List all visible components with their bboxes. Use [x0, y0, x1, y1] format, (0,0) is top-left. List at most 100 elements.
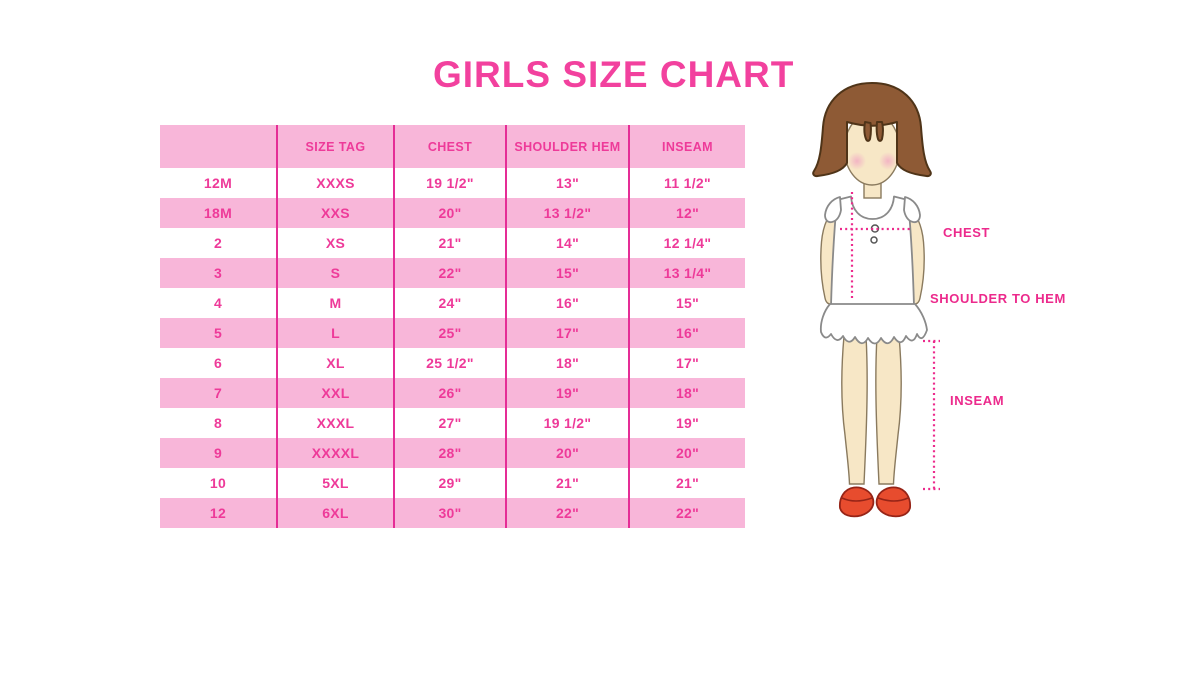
value-cell: 19 1/2" — [395, 168, 507, 198]
column-header: CHEST — [395, 125, 507, 168]
value-cell: 20" — [675, 445, 700, 461]
value-cell: 25 1/2" — [395, 348, 507, 378]
table-row: 2 XS 21" 14" 12 1/4" — [160, 228, 745, 258]
value-cell: 25" — [395, 318, 507, 348]
right-shoe-strap — [877, 497, 909, 502]
chest-label: CHEST — [943, 225, 990, 240]
table-row: 6 XL 25 1/2" 18" 17" — [160, 348, 745, 378]
value-cell: 5XL — [278, 468, 395, 498]
value-cell: XXL — [278, 378, 395, 408]
value-cell: 19" — [507, 378, 630, 408]
size-table: SIZE TAG CHEST SHOULDER HEM INSEAM 12M XXXS 19… — [160, 125, 745, 528]
value-cell: XXXXL — [278, 438, 395, 468]
value-cell: 18" — [507, 348, 630, 378]
size-cell: 9 — [160, 438, 278, 468]
table-row: 9 XXXXL 28" 20" 20" — [160, 438, 745, 468]
left-blush — [848, 152, 866, 170]
value-cell: 28" — [395, 438, 507, 468]
value-cell: M — [278, 288, 395, 318]
size-cell: 10 — [160, 468, 278, 498]
right-blush — [879, 152, 897, 170]
value-cell: 26" — [395, 378, 507, 408]
table-row: 10 5XL 29" 21" 21" — [160, 468, 745, 498]
left-shoe-strap — [841, 497, 873, 502]
size-cell: 7 — [160, 378, 278, 408]
button-bottom — [870, 236, 878, 244]
value-cell: 21" — [395, 228, 507, 258]
size-cell: 12M — [160, 168, 278, 198]
size-cell: 5 — [160, 318, 278, 348]
value-cell: 11 1/2" — [664, 175, 711, 191]
value-cell: 17" — [675, 355, 700, 371]
size-cell: 3 — [160, 258, 278, 288]
table-row: 7 XXL 26" 19" 18" — [160, 378, 745, 408]
table-row: 3 S 22" 15" 13 1/4" — [160, 258, 745, 288]
shoulder-to-hem-label: SHOULDER TO HEM — [930, 291, 1066, 306]
table-header-row: SIZE TAG CHEST SHOULDER HEM INSEAM — [160, 125, 745, 168]
right-sleeve-ruffle — [903, 196, 921, 224]
size-cell: 12 — [160, 498, 278, 528]
value-cell: 21" — [507, 468, 630, 498]
value-cell: 24" — [395, 288, 507, 318]
table-row: 12M XXXS 19 1/2" 13" 11 1/2" — [160, 168, 745, 198]
value-cell: XXXL — [278, 408, 395, 438]
table-row: 18M XXS 20" 13 1/2" 12" — [160, 198, 745, 228]
value-cell: L — [278, 318, 395, 348]
value-cell: 27" — [395, 408, 507, 438]
value-cell: 22" — [507, 498, 630, 528]
value-cell: 13 1/2" — [507, 198, 630, 228]
value-cell: XXXS — [278, 168, 395, 198]
value-cell: 21" — [675, 475, 700, 491]
value-cell: 22" — [675, 505, 700, 521]
right-shoe — [875, 486, 911, 518]
left-sleeve-ruffle — [824, 196, 842, 224]
girl-illustration: CHEST SHOULDER TO HEM INSEAM — [812, 82, 1066, 518]
value-cell: 19 1/2" — [507, 408, 630, 438]
value-cell: 13" — [507, 168, 630, 198]
size-cell: 2 — [160, 228, 278, 258]
skirt — [819, 303, 928, 345]
right-leg — [875, 335, 902, 485]
column-header: INSEAM — [661, 139, 713, 154]
table-row: 4 M 24" 16" 15" — [160, 288, 745, 318]
left-shoe — [839, 486, 875, 518]
value-cell: 20" — [395, 198, 507, 228]
value-cell: 16" — [507, 288, 630, 318]
hair — [812, 82, 932, 178]
size-cell: 6 — [160, 348, 278, 378]
value-cell: 18" — [675, 385, 700, 401]
size-cell: 18M — [160, 198, 278, 228]
inseam-label: INSEAM — [950, 393, 1004, 408]
value-cell: 19" — [675, 415, 700, 431]
bang-strand-right — [875, 121, 884, 142]
table-row: 12 6XL 30" 22" 22" — [160, 498, 745, 528]
value-cell: 12" — [675, 205, 700, 221]
value-cell: 14" — [507, 228, 630, 258]
value-cell: 29" — [395, 468, 507, 498]
value-cell: 16" — [675, 325, 700, 341]
left-leg — [841, 335, 868, 485]
bang-strand-left — [863, 121, 872, 142]
corner-cell — [160, 125, 278, 168]
value-cell: 13 1/4" — [663, 265, 712, 281]
column-header: SIZE TAG — [278, 125, 395, 168]
value-cell: 17" — [507, 318, 630, 348]
blouse — [830, 195, 915, 307]
column-header: SHOULDER HEM — [507, 125, 630, 168]
value-cell: XXS — [278, 198, 395, 228]
value-cell: 22" — [395, 258, 507, 288]
value-cell: XL — [278, 348, 395, 378]
value-cell: 20" — [507, 438, 630, 468]
value-cell: 15" — [507, 258, 630, 288]
value-cell: XS — [278, 228, 395, 258]
page-title: GIRLS SIZE CHART — [433, 54, 795, 95]
value-cell: 30" — [395, 498, 507, 528]
value-cell: S — [278, 258, 395, 288]
value-cell: 15" — [675, 295, 700, 311]
size-cell: 8 — [160, 408, 278, 438]
value-cell: 12 1/4" — [663, 235, 712, 251]
value-cell: 6XL — [278, 498, 395, 528]
size-cell: 4 — [160, 288, 278, 318]
table-row: 8 XXXL 27" 19 1/2" 19" — [160, 408, 745, 438]
